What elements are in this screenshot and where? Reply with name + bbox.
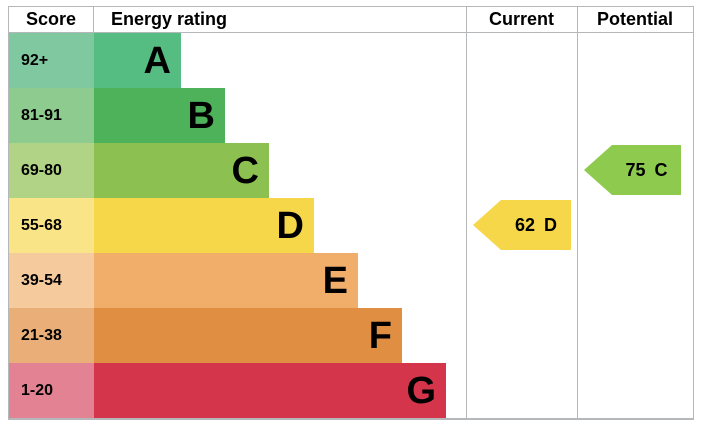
score-range-c: 69-80 <box>9 143 94 198</box>
score-range-f: 21-38 <box>9 308 94 363</box>
band-row-f: 21-38 F <box>9 308 693 363</box>
potential-score-value: 75 <box>625 159 646 180</box>
band-letter-f: F <box>368 314 392 357</box>
band-letter-b: B <box>187 94 215 137</box>
score-column-header: Score <box>9 7 94 32</box>
energy-rating-table: Score Energy rating Current Potential 92… <box>8 6 694 420</box>
score-range-b: 81-91 <box>9 88 94 143</box>
current-score-value: 62 <box>514 214 536 235</box>
band-row-d: 55-68 D <box>9 198 693 253</box>
table-header: Score Energy rating Current Potential <box>9 7 693 33</box>
score-range-a: 92+ <box>9 33 94 88</box>
band-bar-c: C <box>94 143 269 198</box>
band-letter-c: C <box>231 149 259 192</box>
band-bar-a: A <box>94 33 181 88</box>
band-row-b: 81-91 B <box>9 88 693 143</box>
score-range-g: 1-20 <box>9 363 94 418</box>
score-range-e: 39-54 <box>9 253 94 308</box>
potential-column-header: Potential <box>596 9 673 29</box>
band-row-a: 92+ A <box>9 33 693 88</box>
band-bar-e: E <box>94 253 358 308</box>
band-bar-d: D <box>94 198 314 253</box>
band-letter-d: D <box>276 204 304 247</box>
energy-rating-column-header: Energy rating <box>111 9 228 29</box>
band-letter-g: G <box>406 369 436 412</box>
band-letter-a: A <box>143 39 171 82</box>
current-band-letter: D <box>544 214 558 235</box>
potential-column-divider <box>577 7 578 418</box>
current-column-divider <box>466 7 467 418</box>
band-letter-e: E <box>322 259 348 302</box>
band-row-g: 1-20 G <box>9 363 693 418</box>
band-bar-g: G <box>94 363 446 418</box>
potential-band-letter: C <box>654 159 668 180</box>
current-column-header: Current <box>488 9 554 29</box>
band-bar-f: F <box>94 308 402 363</box>
band-row-e: 39-54 E <box>9 253 693 308</box>
band-row-c: 69-80 C <box>9 143 693 198</box>
band-bar-b: B <box>94 88 225 143</box>
score-range-d: 55-68 <box>9 198 94 253</box>
